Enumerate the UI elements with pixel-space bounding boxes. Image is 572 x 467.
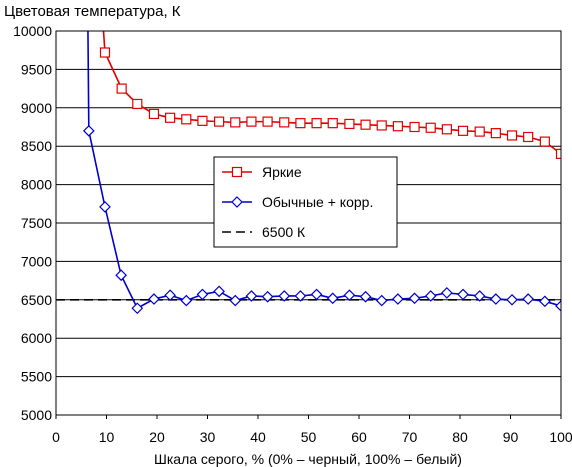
data-point-normal-corr [359, 290, 372, 303]
data-point-bright [295, 118, 306, 129]
y-tick-label: 7000 [21, 253, 52, 269]
data-point-bright [539, 136, 550, 147]
data-point-bright [246, 116, 257, 127]
data-point-bright [230, 117, 241, 128]
data-point-normal-corr [115, 269, 127, 282]
y-tick-label: 6000 [21, 330, 52, 346]
x-axis-tick-labels: 0 10 20 30 40 50 60 70 80 90 100 [52, 429, 572, 445]
data-point-normal-corr [213, 285, 225, 298]
data-point-bright [360, 119, 371, 130]
data-point-bright [555, 148, 561, 159]
y-tick-label: 8500 [21, 138, 52, 154]
x-tick-label: 70 [402, 429, 418, 445]
y-tick-label: 9500 [21, 61, 52, 77]
data-point-normal-corr [99, 201, 111, 213]
legend: Яркие Обычные + корр. 6500 К [213, 156, 398, 248]
legend-marker-bright [231, 166, 243, 178]
data-point-bright [409, 121, 420, 133]
legend-label-normal-corr: Обычные + корр. [262, 194, 373, 210]
data-point-bright [99, 47, 111, 58]
data-point-bright [441, 124, 452, 135]
data-point-normal-corr [229, 294, 242, 307]
chart-title: Цветовая температура, К [4, 3, 181, 20]
data-point-normal-corr [392, 293, 404, 305]
data-point-normal-corr [457, 288, 469, 301]
plot-frame [55, 30, 562, 419]
x-tick-label: 30 [200, 429, 216, 445]
data-point-bright [181, 114, 192, 125]
x-tick-label: 100 [549, 429, 572, 445]
data-point-normal-corr [131, 302, 144, 315]
data-point-bright [132, 98, 143, 110]
x-tick-label: 40 [250, 429, 266, 445]
data-point-normal-corr [375, 294, 388, 307]
data-point-bright [392, 121, 403, 132]
data-point-normal-corr [164, 289, 176, 302]
legend-label-bright: Яркие [262, 164, 302, 180]
y-tick-label: 5000 [21, 407, 52, 423]
y-tick-label: 10000 [13, 23, 52, 39]
y-tick-label: 9000 [21, 100, 52, 116]
y-tick-label: 5500 [21, 369, 52, 385]
x-tick-label: 60 [351, 429, 367, 445]
data-point-bright [148, 108, 160, 120]
data-point-normal-corr [408, 292, 421, 305]
data-series [56, 31, 561, 315]
legend-marker-normal-corr [231, 196, 243, 208]
y-axis-tick-labels: 5000 5500 6000 6500 7000 7500 8000 8500 9000 9500… [13, 23, 52, 423]
plot-border [55, 30, 562, 416]
data-point-bright [214, 116, 225, 127]
x-tick-label: 0 [52, 429, 60, 445]
data-point-normal-corr [326, 292, 339, 305]
data-point-normal-corr [538, 295, 551, 308]
x-axis-label: Шкала серого, % (0% – черный, 100% – бел… [154, 451, 462, 467]
data-point-normal-corr [294, 290, 307, 302]
data-point-normal-corr [196, 288, 209, 301]
data-point-normal-corr [310, 288, 323, 301]
data-point-bright [506, 130, 518, 141]
data-point-bright [165, 112, 176, 123]
data-point-bright [523, 131, 534, 143]
x-tick-label: 80 [452, 429, 468, 445]
data-point-normal-corr [441, 287, 453, 299]
data-point-bright [311, 118, 322, 129]
data-point-normal-corr [245, 290, 258, 302]
data-point-bright [197, 115, 208, 126]
x-tick-label: 90 [503, 429, 519, 445]
data-point-bright [344, 118, 355, 130]
data-point-normal-corr [82, 124, 95, 137]
y-tick-label: 6500 [21, 292, 52, 308]
data-point-normal-corr [343, 289, 356, 302]
data-point-normal-corr [180, 294, 193, 307]
data-point-normal-corr [261, 290, 274, 303]
data-point-normal-corr [506, 293, 518, 306]
y-tick-label: 7500 [21, 215, 52, 231]
data-point-normal-corr [278, 290, 291, 302]
data-point-bright [262, 116, 273, 127]
data-point-bright [425, 122, 436, 133]
data-point-normal-corr [555, 300, 561, 312]
data-point-normal-corr [148, 293, 160, 305]
data-point-bright [474, 126, 485, 137]
data-point-normal-corr [473, 290, 486, 302]
x-tick-label: 10 [99, 429, 115, 445]
data-point-bright [327, 118, 338, 129]
data-point-normal-corr [424, 290, 437, 302]
data-point-normal-corr [490, 293, 502, 305]
data-point-normal-corr [522, 293, 535, 305]
x-tick-label: 20 [149, 429, 165, 445]
legend-label-reference-6500k: 6500 К [262, 224, 306, 240]
x-tick-label: 50 [301, 429, 317, 445]
data-point-bright [116, 83, 127, 94]
data-point-bright [457, 125, 469, 136]
data-point-bright [376, 120, 387, 131]
data-point-bright [490, 128, 501, 139]
data-point-bright [279, 117, 290, 128]
y-tick-label: 8000 [21, 177, 52, 193]
